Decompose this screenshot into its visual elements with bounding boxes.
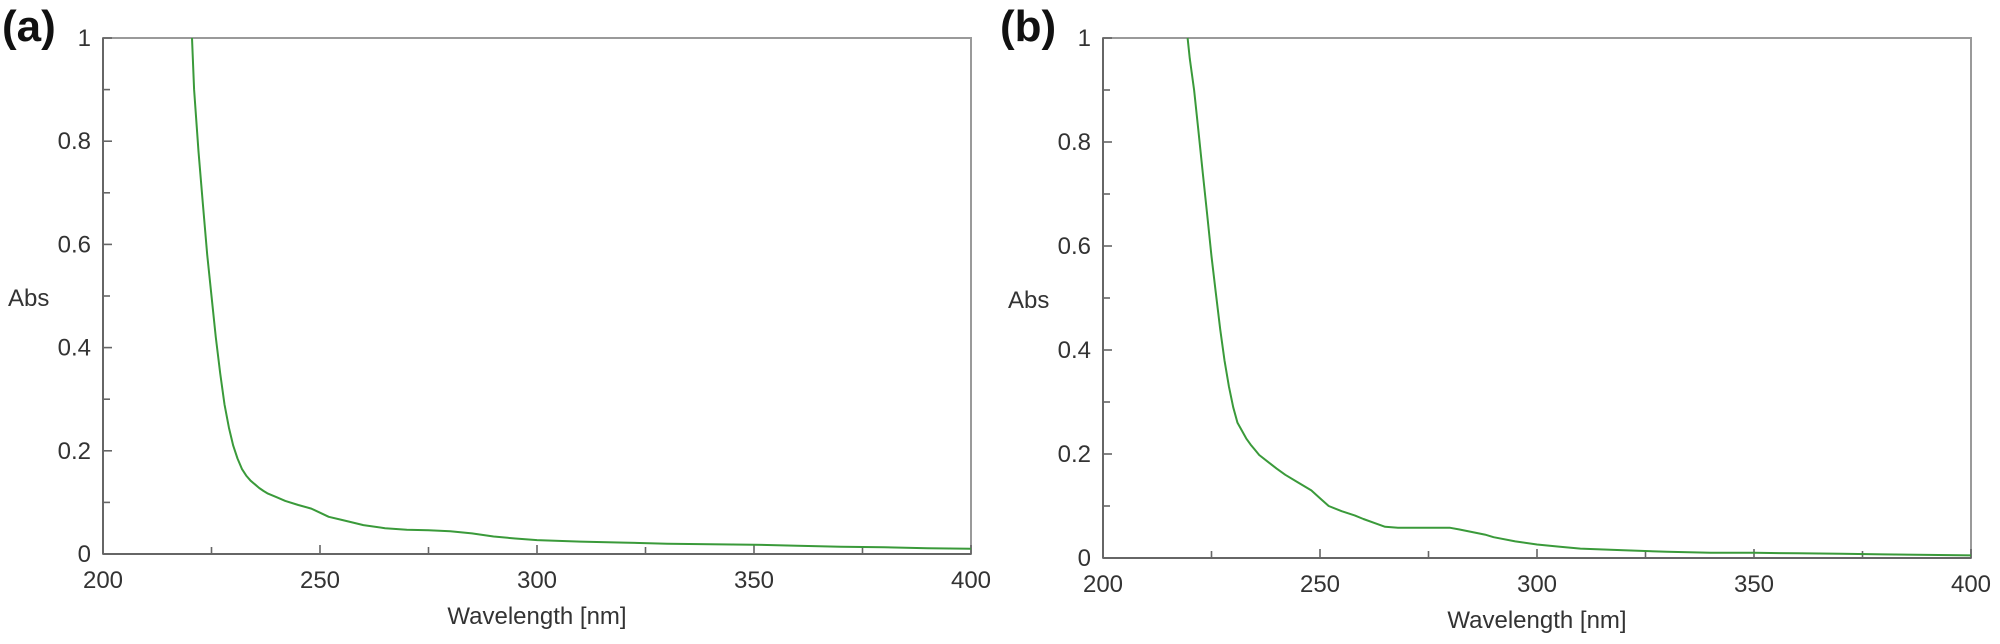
x-tick-label: 400: [951, 567, 991, 594]
y-tick-label: 1: [78, 25, 91, 52]
y-tick-label: 0.4: [58, 335, 91, 362]
x-tick-label: 300: [1517, 571, 1557, 598]
x-tick-label: 400: [1951, 571, 1991, 598]
plot-frame: [102, 37, 972, 555]
x-tick-label: 200: [1083, 571, 1123, 598]
chart-b: 200 250 300 350 400 0 0.2 0.4 0.6 0.8 1 Wavelength …: [1008, 25, 1991, 634]
x-tick-label: 350: [1734, 571, 1774, 598]
y-tick-label: 1: [1078, 25, 1091, 52]
plot-frame: [1102, 37, 1972, 559]
x-tick-label: 200: [83, 567, 123, 594]
y-axis-title: Abs: [8, 285, 49, 312]
panel-label: (b): [1000, 2, 1057, 51]
panel-label: (a): [2, 2, 56, 51]
x-axis-title: Wavelength [nm]: [1447, 607, 1626, 634]
absorbance-line: [1186, 37, 1972, 557]
y-tick-label: 0.2: [58, 438, 91, 465]
chart-panel-a: (a) 200 250 300 350 400 0 0.2 0.4 0.6 0.8 1 Wavelen…: [2, 2, 991, 630]
chart-a: 200 250 300 350 400 0 0.2 0.4 0.6 0.8 1 Wavelength …: [8, 25, 991, 630]
x-tick-label: 300: [517, 567, 557, 594]
y-tick-label: 0.2: [1058, 441, 1091, 468]
x-tick-label: 350: [734, 567, 774, 594]
y-tick-label: 0: [78, 541, 91, 568]
y-tick-label: 0.8: [1058, 129, 1091, 156]
y-axis-title: Abs: [1008, 287, 1049, 314]
y-tick-label: 0.4: [1058, 337, 1091, 364]
y-tick-label: 0: [1078, 545, 1091, 572]
x-tick-label: 250: [300, 567, 340, 594]
y-tick-label: 0.8: [58, 128, 91, 155]
y-tick-label: 0.6: [58, 231, 91, 258]
x-axis-title: Wavelength [nm]: [447, 603, 626, 630]
chart-panel-b: (b) 200 250 300 350 400 0 0.2 0.4 0.6 0.8 1 Wavelen…: [1000, 0, 2000, 644]
absorbance-line: [191, 37, 972, 550]
x-tick-label: 250: [1300, 571, 1340, 598]
y-tick-label: 0.6: [1058, 233, 1091, 260]
